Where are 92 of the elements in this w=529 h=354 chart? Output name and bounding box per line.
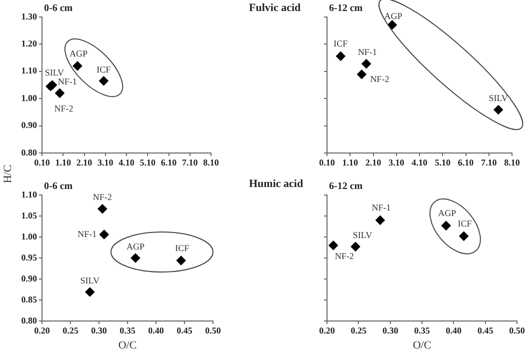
x-tick-label: 0.50 — [509, 326, 526, 336]
x-tick-label: 0.35 — [414, 326, 430, 336]
series-label: NF-2 — [54, 104, 74, 114]
x-axis-title: O/C — [118, 339, 137, 352]
x-tick-label: 3.10 — [388, 158, 405, 168]
x-tick-label: 0.50 — [205, 326, 222, 336]
series-label: AGP — [69, 48, 88, 58]
series-label: NF-1 — [58, 76, 77, 86]
series-label: AGP — [126, 241, 144, 252]
x-tick-label: 3.10 — [98, 158, 114, 168]
point — [494, 105, 504, 114]
series-label: SILV — [80, 275, 100, 286]
point — [459, 231, 468, 241]
x-tick-label: 0.35 — [120, 326, 136, 336]
x-tick-label: 2.10 — [365, 158, 382, 168]
x-tick-label: 0.20 — [319, 326, 336, 336]
chart-subtitle: 6-12 cm — [329, 181, 363, 192]
x-tick-label: 0.10 — [34, 158, 50, 168]
x-tick-label: 1.10 — [55, 158, 72, 168]
point — [176, 256, 186, 266]
series-label: NF-2 — [370, 74, 390, 84]
series-label: AGP — [438, 208, 456, 218]
series-label: NF-1 — [78, 228, 97, 239]
series-label: SILV — [352, 230, 373, 240]
x-tick-label: 5.10 — [434, 158, 451, 168]
x-tick-label: 0.10 — [319, 158, 336, 168]
chart-subtitle: 6-12 cm — [329, 3, 363, 14]
y-tick-label: 1.00 — [21, 92, 38, 103]
point — [441, 220, 451, 230]
point — [376, 216, 385, 225]
x-tick-label: 0.40 — [446, 326, 462, 336]
series-label: ICF — [175, 242, 190, 253]
point — [336, 51, 346, 61]
series-label: NF-1 — [358, 47, 377, 58]
point — [350, 242, 360, 252]
chart-subtitle: 0-6 cm — [44, 3, 73, 14]
x-tick-label: 7.10 — [481, 158, 498, 168]
x-tick-label: 6.10 — [160, 158, 178, 168]
x-tick-label: 5.10 — [140, 158, 156, 168]
x-tick-label: 0.25 — [62, 326, 79, 336]
y-tick-label: 1.20 — [21, 38, 38, 49]
x-axis-title: O/C — [412, 339, 432, 352]
y-tick-label: 1.30 — [21, 11, 38, 22]
y-tick-label: 1.00 — [21, 231, 38, 242]
x-tick-label: 6.10 — [458, 158, 474, 168]
point — [99, 230, 109, 240]
x-tick-label: 0.45 — [477, 326, 494, 336]
y-tick-label: 1.05 — [21, 210, 38, 220]
series-label: ICF — [458, 218, 472, 229]
x-tick-label: 0.25 — [350, 326, 368, 336]
x-tick-label: 2.10 — [76, 158, 93, 168]
point — [328, 240, 338, 250]
x-tick-label: 0.40 — [148, 326, 164, 336]
series-label: NF-1 — [372, 202, 391, 213]
point — [72, 61, 82, 71]
series-label: NF-2 — [334, 250, 354, 261]
point — [98, 204, 108, 214]
series-label: SILV — [44, 68, 65, 78]
chart-subtitle: 0-6 cm — [44, 181, 73, 192]
x-tick-label: 0.20 — [34, 326, 50, 336]
x-tick-label: 4.10 — [412, 158, 428, 168]
series-label: AGP — [384, 11, 402, 22]
y-tick-label: 0.90 — [21, 273, 38, 284]
y-tick-label: 0.80 — [21, 147, 38, 158]
y-tick-label: 0.85 — [21, 294, 38, 304]
x-tick-label: 0.30 — [91, 326, 108, 336]
x-tick-label: 0.30 — [382, 326, 399, 336]
y-tick-label: 0.90 — [21, 120, 38, 130]
series-label: NF-2 — [92, 192, 112, 202]
point — [55, 88, 64, 98]
y-tick-label: 1.10 — [21, 66, 38, 76]
series-label: ICF — [334, 38, 348, 49]
x-tick-label: 7.10 — [182, 158, 198, 168]
point — [362, 59, 372, 68]
y-tick-label: 0.80 — [21, 315, 38, 326]
x-tick-label: 1.10 — [342, 158, 358, 168]
point — [388, 20, 397, 30]
y-axis-title: H/C — [2, 164, 14, 186]
x-tick-label: 8.10 — [504, 158, 520, 168]
y-tick-label: 1.10 — [21, 189, 38, 200]
x-tick-label: 4.10 — [118, 158, 135, 168]
x-tick-label: 0.45 — [176, 326, 193, 336]
point — [98, 76, 108, 86]
x-tick-label: 8.10 — [203, 158, 220, 168]
series-label: SILV — [488, 93, 508, 104]
point — [85, 287, 95, 297]
point — [130, 253, 140, 263]
point — [356, 70, 366, 80]
series-label: ICF — [96, 64, 111, 74]
chart-title: Humic acid — [249, 178, 304, 190]
y-tick-label: 0.95 — [21, 252, 38, 262]
chart-title: Fulvic acid — [249, 2, 301, 14]
